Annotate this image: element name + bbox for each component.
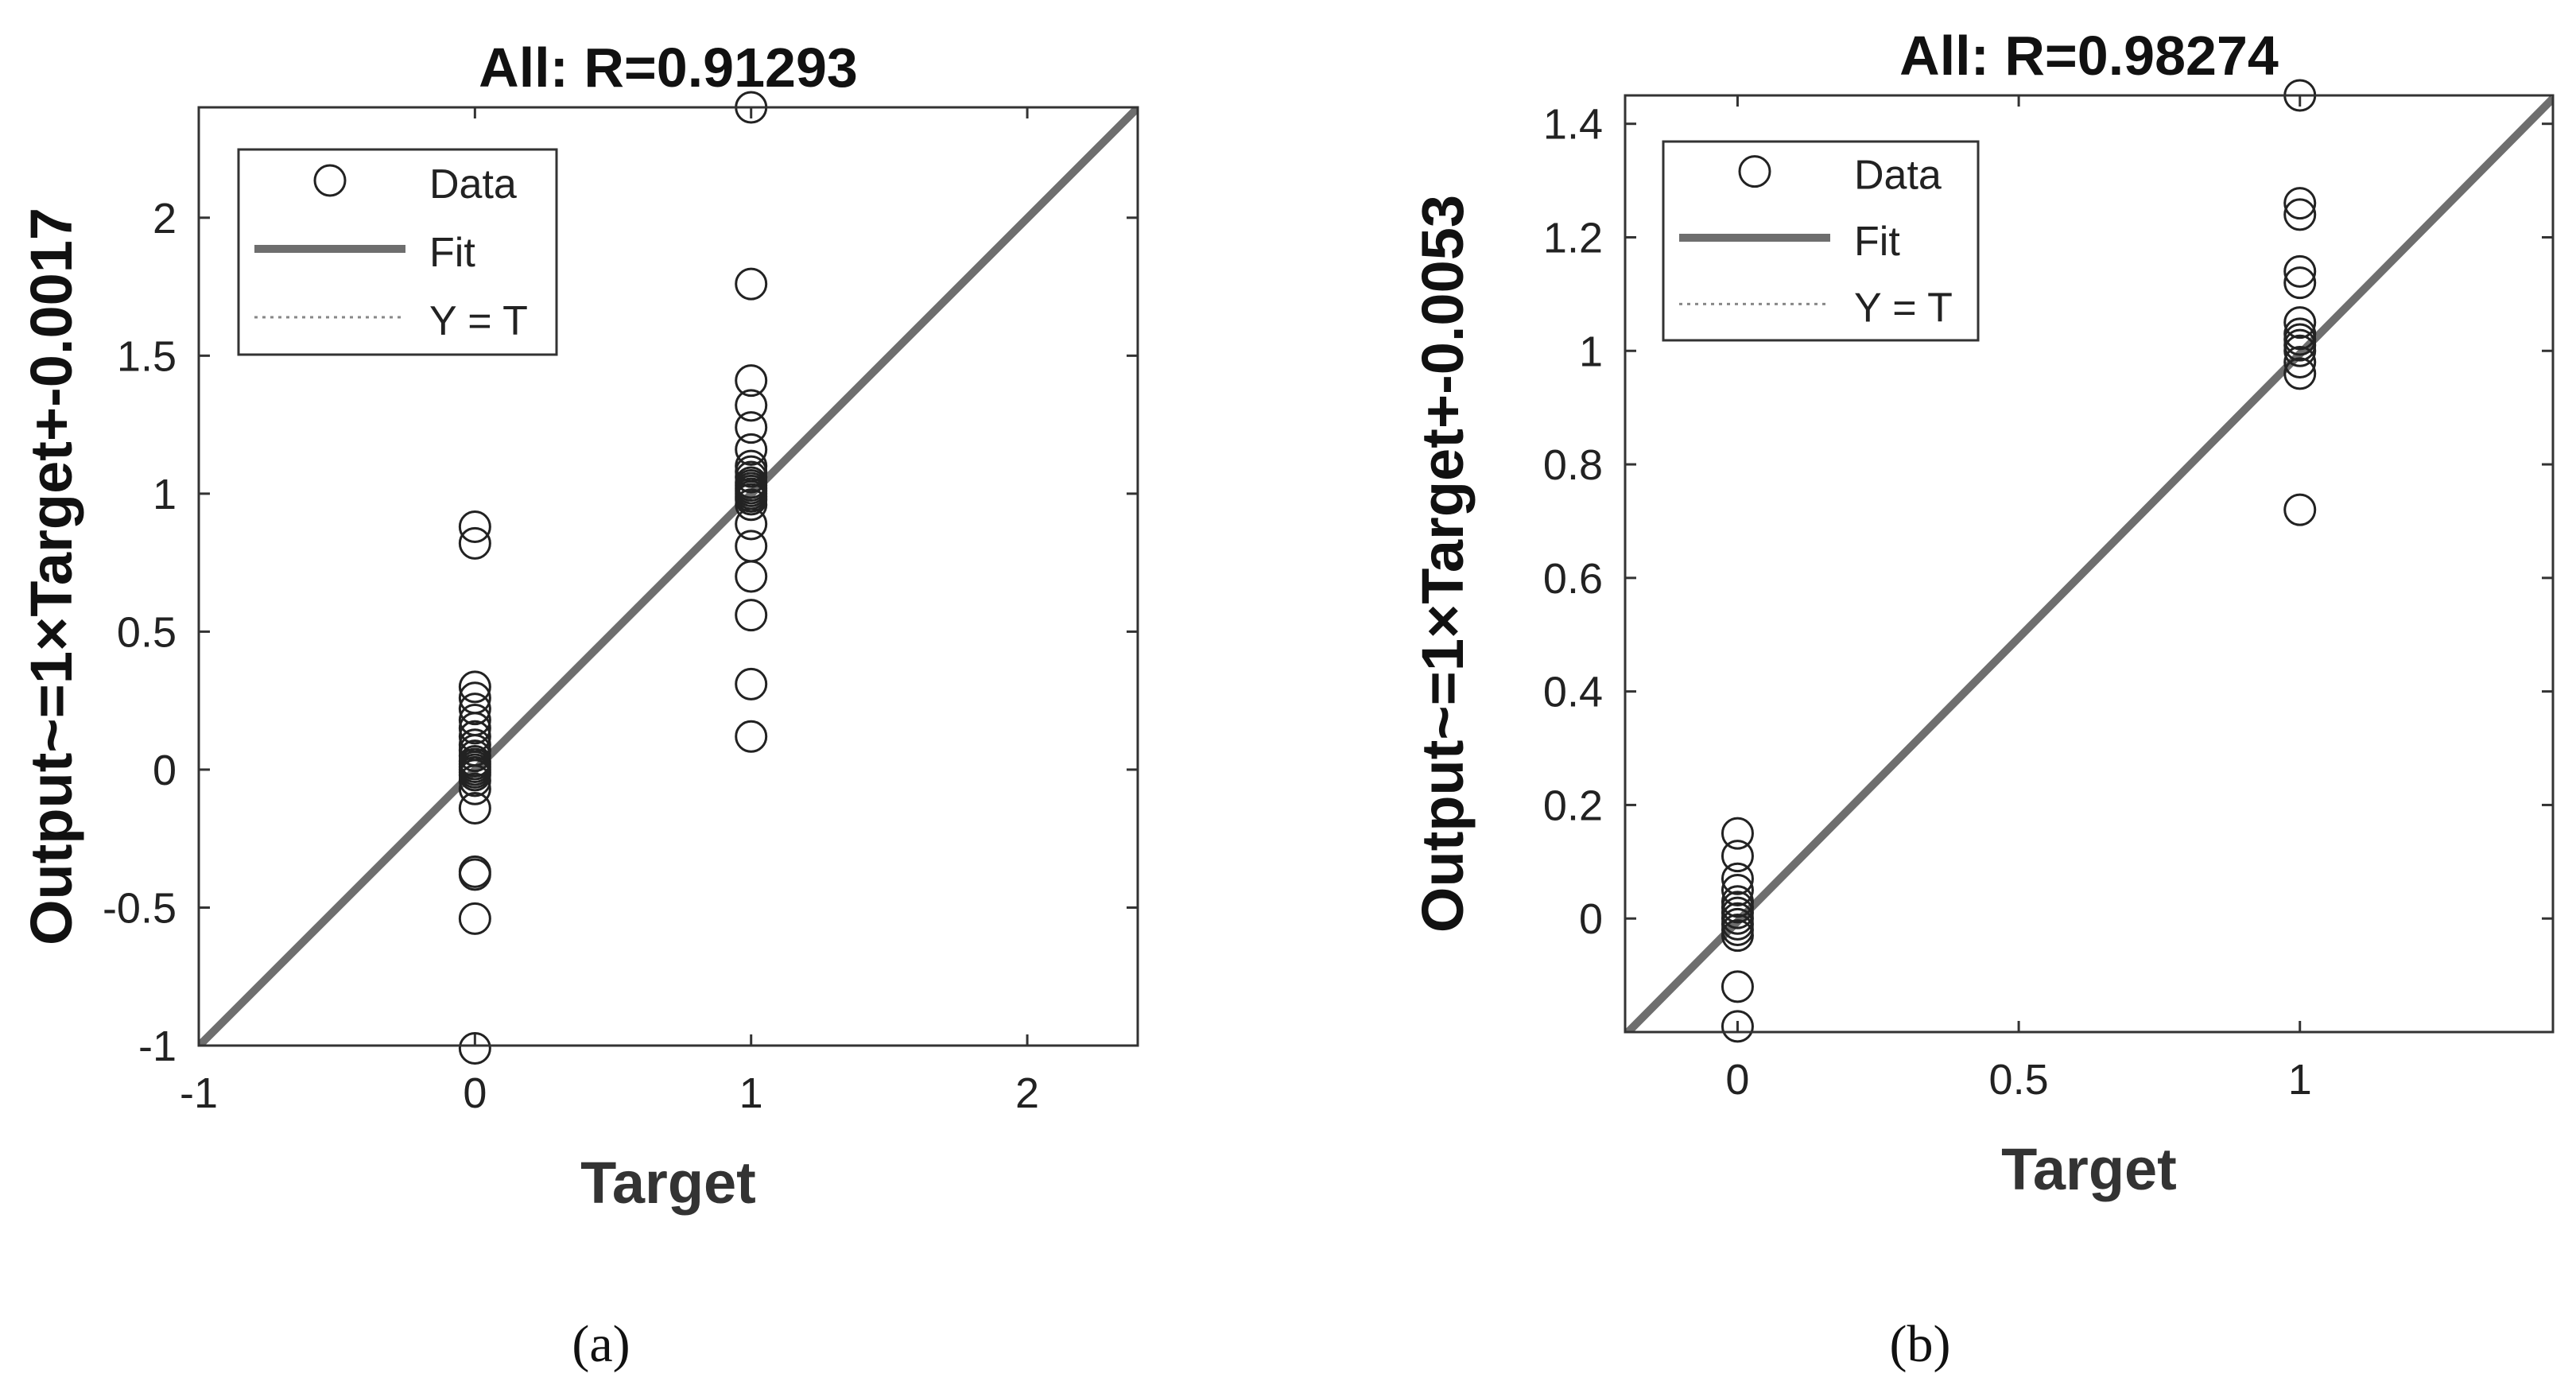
data-point: [735, 507, 768, 541]
data-point: [458, 510, 491, 544]
axes-box: [1624, 94, 2555, 1034]
data-point: [1721, 1010, 1754, 1043]
panel-caption: (a): [572, 1315, 630, 1373]
y-tick-label: 0: [1579, 895, 1603, 943]
x-tick-label: 0: [463, 1069, 487, 1117]
data-point: [2283, 187, 2317, 220]
fit-line: [1625, 95, 2553, 1032]
x-axis-label: Target: [2001, 1136, 2177, 1202]
fit-line: [199, 107, 1138, 1046]
data-point: [735, 364, 768, 398]
y-tick-label: 0.5: [117, 608, 177, 656]
data-point: [2283, 254, 2317, 288]
data-point: [458, 670, 491, 704]
data-point: [2283, 334, 2317, 367]
data-point: [735, 267, 768, 301]
y-tick-label: 0.2: [1543, 782, 1603, 829]
data-point: [2283, 198, 2317, 231]
legend-label-data: Data: [1854, 153, 1942, 199]
y-tick-label: 1.4: [1543, 101, 1603, 149]
y-tick-label: 1: [1579, 328, 1603, 375]
legend-label-fit: Fit: [1854, 219, 1900, 265]
data-point: [1721, 919, 1754, 953]
chart-panel-b: 0 0.5 1 0 0.2 0.4 0.6 0.8 1 1.2 1.4 All: R=0.98274 T…: [1410, 25, 2555, 1373]
data-point: [458, 772, 491, 805]
y-tick-label: 1: [153, 471, 177, 518]
data-point: [735, 389, 768, 422]
y-tick-label: 1.2: [1543, 214, 1603, 262]
y-tick-label: 2: [153, 195, 177, 243]
data-point: [735, 433, 768, 466]
chart-title: All: R=0.91293: [479, 37, 858, 99]
data-point: [458, 712, 491, 745]
data-point: [735, 599, 768, 632]
data-point: [735, 720, 768, 753]
data-point: [2283, 357, 2317, 390]
data-point: [2283, 266, 2317, 300]
data-point: [735, 560, 768, 593]
data-point: [1721, 862, 1754, 895]
legend: Data Fit Y = T: [237, 148, 558, 356]
axes-box: [197, 106, 1139, 1047]
y-tick-label: 0.6: [1543, 555, 1603, 603]
y-tick-label: -1: [138, 1023, 177, 1070]
data-point: [458, 693, 491, 726]
legend-label-data: Data: [429, 161, 517, 208]
x-tick-label: 1: [2288, 1056, 2312, 1104]
data-point: [1721, 817, 1754, 850]
legend-label-identity: Y = T: [1854, 285, 1953, 331]
data-point: [458, 1031, 491, 1065]
data-point: [2283, 346, 2317, 379]
data-point: [2283, 306, 2317, 340]
legend-data-marker: [313, 164, 347, 197]
data-point: [458, 526, 491, 560]
chart-title: All: R=0.98274: [1899, 25, 2279, 87]
y-tick-label: 0.4: [1543, 669, 1603, 716]
data-point: [1721, 874, 1754, 907]
y-tick-label: 0.8: [1543, 441, 1603, 489]
legend-data-marker: [1738, 155, 1771, 188]
y-tick-label: 1.5: [117, 332, 177, 380]
legend: Data Fit Y = T: [1662, 140, 1980, 342]
legend-label-identity: Y = T: [429, 298, 528, 344]
data-point: [458, 792, 491, 825]
x-tick-label: -1: [180, 1069, 218, 1117]
data-point: [2283, 493, 2317, 526]
y-axis-label: Output~=1×Target+-0.0053: [1410, 195, 1476, 933]
x-axis-label: Target: [580, 1150, 756, 1216]
y-tick-label: -0.5: [103, 884, 177, 932]
data-point: [735, 667, 768, 700]
data-point: [735, 488, 768, 522]
data-point: [1721, 840, 1754, 873]
legend-label-fit: Fit: [429, 230, 475, 276]
data-point: [458, 858, 491, 891]
y-tick-label: 0: [153, 747, 177, 794]
x-tick-label: 2: [1015, 1069, 1039, 1117]
x-tick-label: 1: [739, 1069, 763, 1117]
data-point: [458, 902, 491, 935]
data-point: [458, 764, 491, 797]
x-tick-label: 0: [1725, 1056, 1749, 1104]
x-tick-label: 0.5: [1989, 1056, 2049, 1104]
panel-caption: (b): [1890, 1315, 1951, 1373]
y-axis-label: Output~=1×Target+-0.0017: [18, 208, 84, 945]
data-point: [1721, 970, 1754, 1003]
data-point: [735, 411, 768, 444]
chart-panel-a: -1 0 1 2 -1 -0.5 0 0.5 1 1.5 2 All: R=0.91293 Target…: [18, 37, 1139, 1373]
